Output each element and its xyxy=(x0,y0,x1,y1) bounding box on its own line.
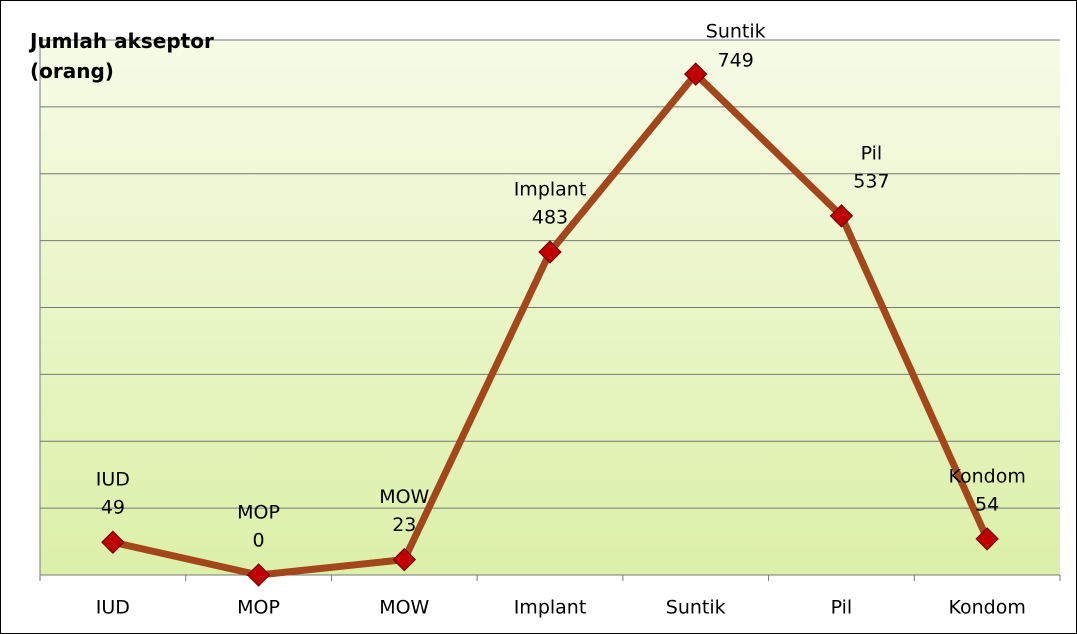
marker xyxy=(684,62,708,86)
x-tick-label: MOW xyxy=(379,597,429,619)
data-label-name: Pil xyxy=(861,142,883,164)
marker xyxy=(246,563,271,587)
data-label-name: Kondom xyxy=(948,465,1025,487)
x-tick-label: Kondom xyxy=(948,597,1025,619)
data-label-value: 749 xyxy=(718,50,754,72)
marker xyxy=(829,204,854,228)
x-tick-label: Pil xyxy=(831,597,853,619)
data-label-value: 49 xyxy=(101,497,125,519)
data-label-value: 483 xyxy=(532,206,568,228)
data-label-name: MOP xyxy=(237,502,280,524)
data-label-value: 0 xyxy=(253,530,265,552)
x-tick-label: IUD xyxy=(96,597,130,619)
chart-title: Jumlah akseptor (orang) xyxy=(30,29,214,83)
x-tick-label: Implant xyxy=(514,597,587,619)
marker xyxy=(538,240,562,264)
data-label-value: 54 xyxy=(975,493,999,515)
data-label-value: 23 xyxy=(392,514,416,536)
data-label-name: Suntik xyxy=(706,21,766,43)
marker xyxy=(392,547,416,572)
data-label-value: 537 xyxy=(853,170,889,192)
marker xyxy=(101,530,125,554)
data-label-name: Implant xyxy=(514,178,587,200)
x-tick-label: MOP xyxy=(237,597,280,619)
marker xyxy=(975,527,999,551)
data-label-name: IUD xyxy=(96,469,130,491)
data-label-name: MOW xyxy=(379,486,429,508)
x-tick-label: Suntik xyxy=(666,597,726,619)
